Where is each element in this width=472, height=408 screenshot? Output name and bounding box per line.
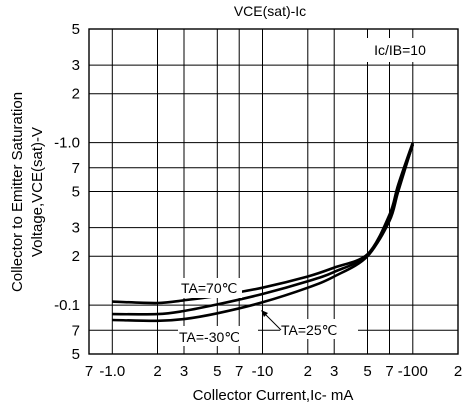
plot-frame [88, 28, 459, 355]
series-label-ta-25: TA=25℃ [281, 322, 337, 338]
y-tick-label: 3 [72, 220, 80, 237]
x-axis-label: Collector Current,Ic- mA [193, 387, 354, 404]
x-tick-label: 7 [235, 363, 243, 380]
series-label-bg-neg30 [178, 326, 258, 346]
series-label-ta-neg30: TA=-30℃ [179, 329, 240, 345]
x-tick-label: 2 [454, 363, 462, 380]
x-tick-label: -100 [398, 363, 428, 380]
series-line-2 [112, 144, 415, 323]
x-tick-label: 5 [213, 363, 221, 380]
x-tick-label: 3 [180, 363, 188, 380]
y-tick-label: 5 [72, 346, 80, 363]
chart-title: VCE(sat)-Ic [234, 3, 306, 19]
x-tick-label: 7 [85, 363, 93, 380]
condition-label-box [360, 38, 440, 62]
series-label-bg-25 [280, 319, 358, 339]
y-tick-labels: 5 3 2 -1.0 7 5 3 2 -0.1 7 5 [54, 21, 80, 363]
x-tick-labels: 7 -1.0 2 3 5 7 -10 2 3 5 7 -100 2 [85, 363, 462, 380]
y-tick-label: 2 [72, 248, 80, 265]
y-tick-label: 5 [72, 21, 80, 38]
x-tick-label: 5 [363, 363, 371, 380]
y-tick-label: -0.1 [54, 297, 80, 314]
y-tick-label: -1.0 [54, 135, 80, 152]
y-tick-label: 3 [72, 57, 80, 74]
x-tick-label: 2 [304, 363, 312, 380]
y-tick-label: 7 [72, 322, 80, 339]
x-tick-label: -1.0 [99, 363, 125, 380]
grid [88, 28, 459, 355]
series-label-arrow-25 [261, 310, 268, 317]
y-axis-label-line1: Collector to Emitter Saturation [9, 92, 26, 292]
x-tick-label: 2 [153, 363, 161, 380]
y-axis-label-line2: Voltage,VCE(sat)-V [29, 127, 46, 257]
y-tick-label: 2 [72, 86, 80, 103]
x-tick-label: 3 [330, 363, 338, 380]
series-lines [112, 142, 415, 323]
y-tick-label: 7 [72, 160, 80, 177]
series-label-bg-70 [180, 278, 242, 298]
condition-label: Ic/IB=10 [374, 42, 426, 58]
x-tick-label: 7 [385, 363, 393, 380]
series-label-ta-70: TA=70℃ [181, 280, 237, 296]
y-tick-label: 5 [72, 184, 80, 201]
x-tick-label: -10 [252, 363, 274, 380]
